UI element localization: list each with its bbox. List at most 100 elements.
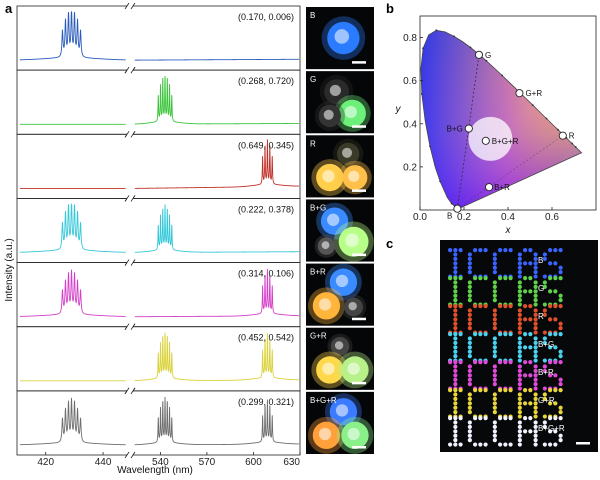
led-dot: [508, 276, 513, 281]
led-dot: [453, 349, 458, 354]
axis-break-gap: [127, 452, 133, 458]
axis-break-gap: [127, 323, 133, 330]
led-dot: [553, 345, 558, 350]
led-dot: [542, 340, 547, 346]
locus-wavelength-tick: [422, 47, 424, 50]
led-dot: [467, 401, 472, 406]
led-dot: [453, 405, 458, 410]
led-dot: [558, 349, 563, 354]
cie-y-tick-label: 0.6: [403, 76, 417, 87]
led-dot: [467, 261, 472, 266]
locus-wavelength-tick: [571, 142, 574, 145]
led-dot: [467, 396, 472, 402]
led-dot: [453, 410, 458, 415]
scale-bar: [352, 253, 366, 257]
led-dot: [517, 424, 522, 430]
led-dot: [458, 304, 463, 309]
led-dot: [533, 284, 538, 290]
led-dot: [533, 302, 538, 307]
led-dot: [553, 248, 558, 253]
led-dot: [523, 416, 528, 421]
led-dot: [478, 388, 483, 393]
led-dot: [467, 368, 472, 374]
led-dot: [517, 317, 522, 322]
led-dot: [533, 382, 538, 387]
led-dot: [558, 298, 563, 303]
led-dot: [503, 360, 508, 365]
led-dot: [542, 396, 547, 402]
led-dot: [533, 396, 538, 402]
led-dot: [483, 360, 488, 365]
led-dot: [498, 388, 503, 393]
light-spot-core: [335, 274, 349, 287]
led-dot: [542, 302, 547, 307]
led-dot: [492, 336, 497, 341]
led-dot: [467, 354, 472, 359]
led-dot: [503, 248, 508, 253]
axis-break-mark: [130, 451, 136, 459]
led-dot: [492, 308, 497, 313]
led-dot: [533, 392, 538, 397]
led-dot: [478, 416, 483, 421]
led-dot: [533, 429, 538, 434]
led-dot: [533, 252, 538, 257]
spectrum-row: (0.299, 0.321): [16, 387, 301, 459]
led-dot: [453, 433, 458, 438]
led-dot: [458, 360, 463, 365]
led-dot: [528, 261, 533, 266]
photo-label: B+G: [310, 203, 326, 212]
spectrum-line-right: [134, 268, 300, 318]
led-dot: [523, 401, 528, 406]
led-dot: [533, 289, 538, 294]
led-dot: [458, 276, 463, 281]
led-dot: [533, 274, 538, 279]
led-photo: B: [306, 7, 374, 70]
led-dot: [492, 373, 497, 378]
led-dot: [453, 401, 458, 406]
led-dot: [533, 293, 538, 298]
led-dot: [508, 416, 513, 421]
cie-coordinate-label: (0.170, 0.006): [238, 12, 294, 22]
spectrum-line-right: [134, 332, 300, 382]
led-dot: [542, 274, 547, 279]
cie-point-label: B+G: [447, 125, 463, 134]
led-dot: [467, 284, 472, 290]
locus-wavelength-tick: [469, 46, 472, 49]
light-spot-core: [334, 341, 344, 350]
x-tick-label: 540: [152, 457, 169, 468]
led-dot: [558, 405, 563, 410]
led-dot: [453, 416, 458, 421]
cie-data-point: [464, 124, 473, 133]
led-dot: [533, 308, 538, 313]
led-dot: [548, 304, 553, 309]
led-dot: [453, 276, 458, 281]
x-tick-label: 440: [95, 457, 112, 468]
axis-break-gap: [127, 259, 133, 266]
led-photo: G: [306, 71, 374, 134]
led-dot: [478, 248, 483, 253]
led-dot: [492, 368, 497, 374]
light-spot-core: [342, 147, 353, 158]
led-dot: [453, 312, 458, 318]
y-axis-title-intensity: Intensity (a.u.): [4, 238, 15, 301]
led-dot: [533, 321, 538, 326]
led-dot: [492, 377, 497, 382]
led-dot: [467, 280, 472, 285]
light-spot-core: [347, 427, 360, 441]
led-dot: [492, 433, 497, 438]
led-photo: G+R: [306, 327, 374, 390]
led-dot: [548, 388, 553, 393]
led-dot: [492, 326, 497, 331]
led-dot: [553, 401, 558, 406]
led-dot: [548, 261, 553, 266]
locus-wavelength-tick: [439, 180, 441, 183]
led-dot: [458, 248, 463, 253]
spectrum-line-right: [134, 204, 300, 253]
cie-coordinate-label: (0.268, 0.720): [238, 76, 294, 86]
cie-coordinate-label: (0.222, 0.378): [238, 204, 294, 214]
locus-wavelength-tick: [501, 74, 503, 77]
led-dot: [492, 349, 497, 354]
led-dot: [558, 265, 563, 270]
led-dot: [517, 373, 522, 378]
led-dot: [533, 368, 538, 374]
